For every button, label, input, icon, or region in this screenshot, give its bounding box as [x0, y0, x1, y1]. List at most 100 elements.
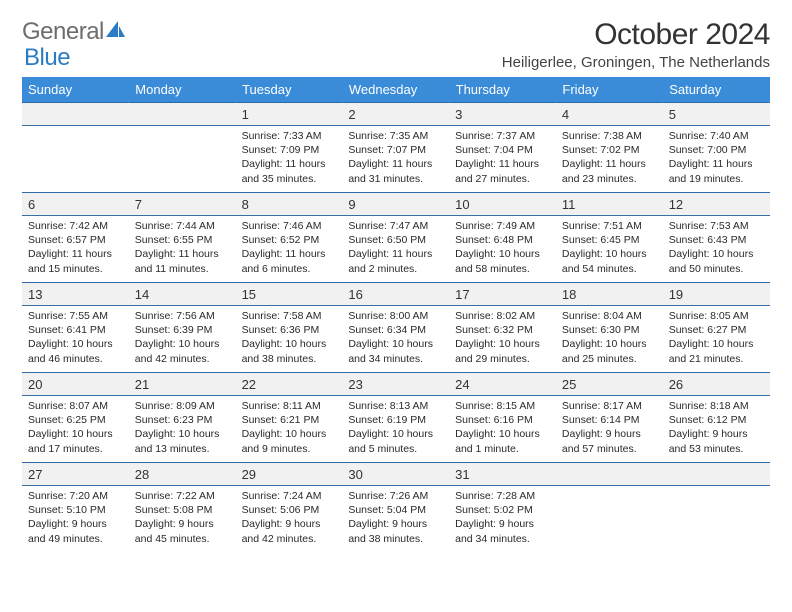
- day-cell: Sunrise: 7:46 AMSunset: 6:52 PMDaylight:…: [236, 216, 343, 283]
- calendar-table: Sunday Monday Tuesday Wednesday Thursday…: [22, 77, 770, 552]
- sunset-text: Sunset: 6:55 PM: [135, 233, 230, 247]
- daylight-text: and 45 minutes.: [135, 532, 230, 546]
- day-cell-body: Sunrise: 7:56 AMSunset: 6:39 PMDaylight:…: [129, 306, 236, 372]
- daylight-text: Daylight: 10 hours: [28, 427, 123, 441]
- daylight-text: and 29 minutes.: [455, 352, 550, 366]
- daylight-text: and 53 minutes.: [669, 442, 764, 456]
- daylight-text: Daylight: 11 hours: [562, 157, 657, 171]
- sunrise-text: Sunrise: 7:47 AM: [348, 219, 443, 233]
- daylight-text: Daylight: 11 hours: [242, 157, 337, 171]
- sunrise-text: Sunrise: 7:51 AM: [562, 219, 657, 233]
- day-number-cell: 31: [449, 463, 556, 486]
- sunset-text: Sunset: 7:07 PM: [348, 143, 443, 157]
- daylight-text: and 19 minutes.: [669, 172, 764, 186]
- header: General October 2024 Heiligerlee, Gronin…: [22, 18, 770, 71]
- day-cell: Sunrise: 8:17 AMSunset: 6:14 PMDaylight:…: [556, 396, 663, 463]
- day-cell-body: Sunrise: 7:53 AMSunset: 6:43 PMDaylight:…: [663, 216, 770, 282]
- day-cell: Sunrise: 7:53 AMSunset: 6:43 PMDaylight:…: [663, 216, 770, 283]
- day-cell: Sunrise: 7:49 AMSunset: 6:48 PMDaylight:…: [449, 216, 556, 283]
- daylight-text: Daylight: 10 hours: [135, 427, 230, 441]
- sunset-text: Sunset: 7:02 PM: [562, 143, 657, 157]
- day-cell-body: Sunrise: 8:07 AMSunset: 6:25 PMDaylight:…: [22, 396, 129, 462]
- day-header-sun: Sunday: [22, 77, 129, 103]
- sunset-text: Sunset: 6:52 PM: [242, 233, 337, 247]
- daylight-text: Daylight: 11 hours: [669, 157, 764, 171]
- sunrise-text: Sunrise: 7:40 AM: [669, 129, 764, 143]
- day-number-cell: 4: [556, 103, 663, 126]
- day-header-mon: Monday: [129, 77, 236, 103]
- daylight-text: and 1 minute.: [455, 442, 550, 456]
- daylight-text: and 58 minutes.: [455, 262, 550, 276]
- daylight-text: Daylight: 10 hours: [28, 337, 123, 351]
- day-cell-body: Sunrise: 7:49 AMSunset: 6:48 PMDaylight:…: [449, 216, 556, 282]
- week-row: Sunrise: 7:33 AMSunset: 7:09 PMDaylight:…: [22, 126, 770, 193]
- daylight-text: Daylight: 10 hours: [348, 337, 443, 351]
- daylight-text: and 49 minutes.: [28, 532, 123, 546]
- day-number-cell: 10: [449, 193, 556, 216]
- day-cell-body: Sunrise: 8:11 AMSunset: 6:21 PMDaylight:…: [236, 396, 343, 462]
- day-number-cell: [129, 103, 236, 126]
- day-cell: Sunrise: 7:51 AMSunset: 6:45 PMDaylight:…: [556, 216, 663, 283]
- day-cell-body: Sunrise: 7:44 AMSunset: 6:55 PMDaylight:…: [129, 216, 236, 282]
- daylight-text: and 21 minutes.: [669, 352, 764, 366]
- day-number-cell: 5: [663, 103, 770, 126]
- day-header-thu: Thursday: [449, 77, 556, 103]
- daylight-text: and 46 minutes.: [28, 352, 123, 366]
- day-number-cell: 28: [129, 463, 236, 486]
- calendar-page: General October 2024 Heiligerlee, Gronin…: [0, 0, 792, 570]
- sunset-text: Sunset: 7:00 PM: [669, 143, 764, 157]
- daylight-text: and 17 minutes.: [28, 442, 123, 456]
- daynum-row: 2728293031: [22, 463, 770, 486]
- day-cell-body: [663, 486, 770, 552]
- day-cell-body: Sunrise: 7:28 AMSunset: 5:02 PMDaylight:…: [449, 486, 556, 552]
- day-number-cell: 11: [556, 193, 663, 216]
- sunrise-text: Sunrise: 8:13 AM: [348, 399, 443, 413]
- sunrise-text: Sunrise: 7:38 AM: [562, 129, 657, 143]
- daynum-row: 6789101112: [22, 193, 770, 216]
- day-cell: Sunrise: 8:00 AMSunset: 6:34 PMDaylight:…: [342, 306, 449, 373]
- sunset-text: Sunset: 5:10 PM: [28, 503, 123, 517]
- daylight-text: and 13 minutes.: [135, 442, 230, 456]
- sunrise-text: Sunrise: 8:00 AM: [348, 309, 443, 323]
- sunrise-text: Sunrise: 8:11 AM: [242, 399, 337, 413]
- sunset-text: Sunset: 6:41 PM: [28, 323, 123, 337]
- daylight-text: Daylight: 10 hours: [455, 427, 550, 441]
- daynum-row: 20212223242526: [22, 373, 770, 396]
- day-header-sat: Saturday: [663, 77, 770, 103]
- day-number-cell: 6: [22, 193, 129, 216]
- day-number-cell: [22, 103, 129, 126]
- sunrise-text: Sunrise: 7:58 AM: [242, 309, 337, 323]
- day-header-fri: Friday: [556, 77, 663, 103]
- day-cell-body: Sunrise: 7:47 AMSunset: 6:50 PMDaylight:…: [342, 216, 449, 282]
- logo: General: [22, 18, 128, 46]
- day-number-cell: 27: [22, 463, 129, 486]
- day-cell: Sunrise: 7:56 AMSunset: 6:39 PMDaylight:…: [129, 306, 236, 373]
- sunset-text: Sunset: 6:32 PM: [455, 323, 550, 337]
- day-number-cell: 16: [342, 283, 449, 306]
- daylight-text: Daylight: 11 hours: [242, 247, 337, 261]
- day-cell: Sunrise: 7:47 AMSunset: 6:50 PMDaylight:…: [342, 216, 449, 283]
- day-cell: [663, 486, 770, 553]
- day-number-cell: 2: [342, 103, 449, 126]
- daylight-text: and 50 minutes.: [669, 262, 764, 276]
- day-cell: Sunrise: 7:38 AMSunset: 7:02 PMDaylight:…: [556, 126, 663, 193]
- day-number-cell: 12: [663, 193, 770, 216]
- daylight-text: and 42 minutes.: [135, 352, 230, 366]
- daylight-text: and 6 minutes.: [242, 262, 337, 276]
- logo-word2: Blue: [24, 44, 70, 72]
- day-cell-body: Sunrise: 8:18 AMSunset: 6:12 PMDaylight:…: [663, 396, 770, 462]
- daylight-text: Daylight: 9 hours: [242, 517, 337, 531]
- sunset-text: Sunset: 5:02 PM: [455, 503, 550, 517]
- week-row: Sunrise: 7:20 AMSunset: 5:10 PMDaylight:…: [22, 486, 770, 553]
- daylight-text: Daylight: 10 hours: [242, 337, 337, 351]
- sunrise-text: Sunrise: 7:35 AM: [348, 129, 443, 143]
- daylight-text: Daylight: 10 hours: [348, 427, 443, 441]
- sunset-text: Sunset: 6:16 PM: [455, 413, 550, 427]
- daylight-text: Daylight: 10 hours: [562, 337, 657, 351]
- day-number-cell: [663, 463, 770, 486]
- sunset-text: Sunset: 6:12 PM: [669, 413, 764, 427]
- day-cell-body: Sunrise: 8:15 AMSunset: 6:16 PMDaylight:…: [449, 396, 556, 462]
- day-cell-body: Sunrise: 7:20 AMSunset: 5:10 PMDaylight:…: [22, 486, 129, 552]
- daylight-text: Daylight: 9 hours: [135, 517, 230, 531]
- day-cell: Sunrise: 7:58 AMSunset: 6:36 PMDaylight:…: [236, 306, 343, 373]
